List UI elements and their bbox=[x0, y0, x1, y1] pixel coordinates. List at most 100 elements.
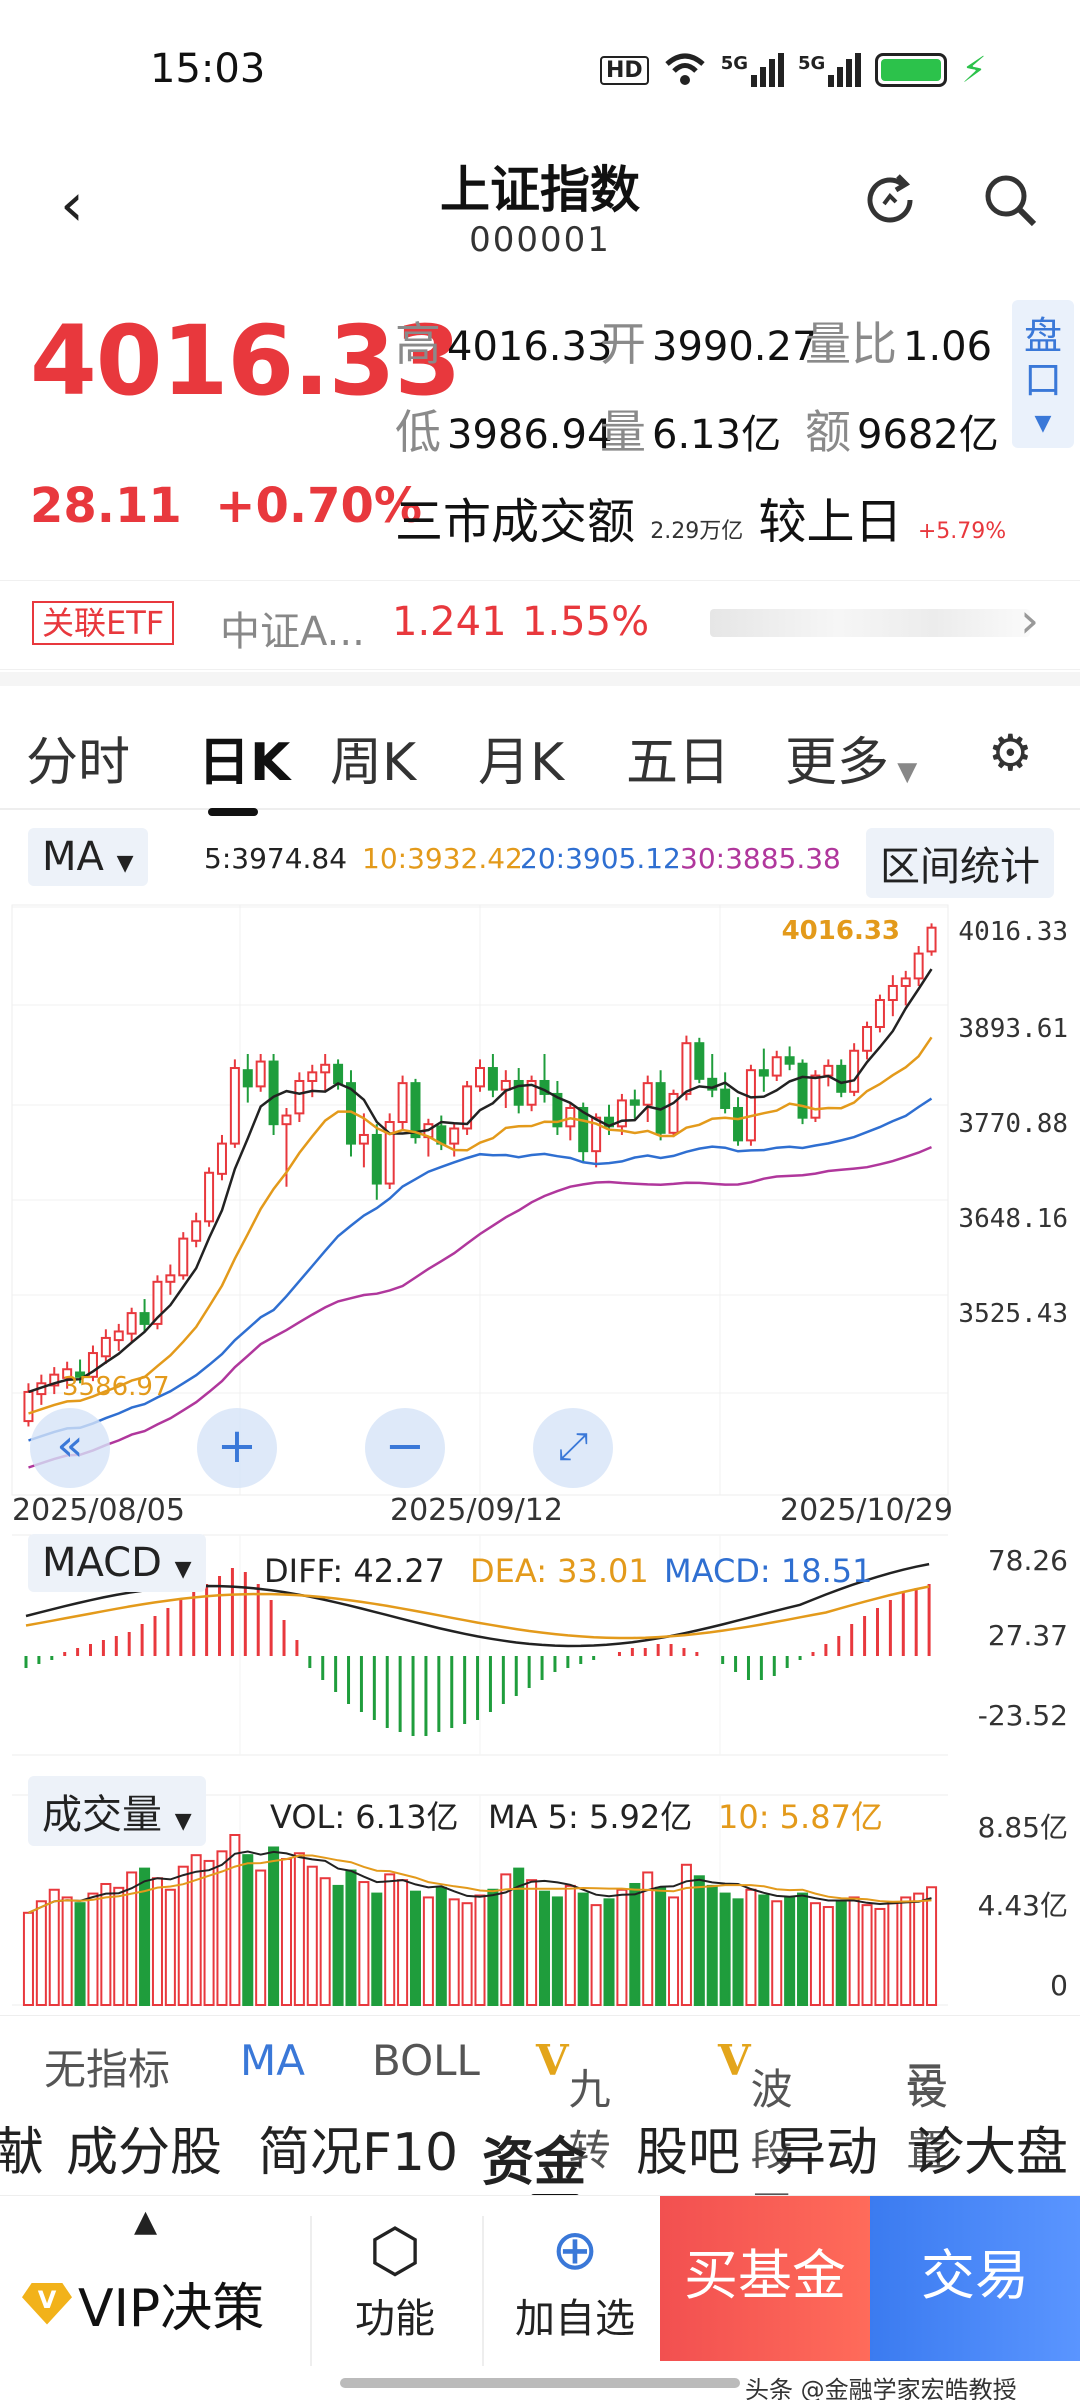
tab-five-day[interactable]: 五日 bbox=[626, 733, 731, 793]
macd-value: MACD: 18.51 bbox=[664, 1552, 873, 1590]
volume-bar bbox=[139, 1867, 151, 2007]
volume-bar bbox=[87, 1892, 99, 2007]
vip-decision-button[interactable]: V VIP决策 bbox=[22, 2266, 264, 2341]
candle-body bbox=[126, 1312, 137, 1335]
volume-bar bbox=[203, 1859, 215, 2006]
candle-body bbox=[49, 1373, 60, 1387]
pankou-button[interactable]: 盘口 ▼ bbox=[1012, 300, 1074, 448]
candle-body bbox=[745, 1069, 756, 1142]
macd-dea: DEA: 33.01 bbox=[470, 1552, 649, 1590]
vol-ma10: 10: 5.87亿 bbox=[718, 1798, 883, 1836]
fullscreen-icon[interactable]: ⤢ bbox=[533, 1408, 613, 1488]
tab-forum[interactable]: 股吧 bbox=[636, 2123, 741, 2183]
candle-body bbox=[268, 1060, 279, 1126]
x-axis-label: 2025/10/29 bbox=[780, 1493, 953, 1528]
home-indicator[interactable] bbox=[340, 2378, 740, 2388]
macd-selector[interactable]: MACD ▼ bbox=[28, 1534, 206, 1592]
volume-bar bbox=[706, 1884, 718, 2006]
buy-fund-button[interactable]: 买基金 bbox=[660, 2196, 870, 2361]
tab-daily-k[interactable]: 日K bbox=[198, 720, 290, 816]
y-axis-label: 4016.33 bbox=[958, 917, 1068, 947]
macd-y-label: -23.52 bbox=[978, 1699, 1068, 1732]
volume-bar bbox=[422, 1896, 434, 2006]
charging-icon: ⚡ bbox=[961, 49, 987, 91]
candle-body bbox=[371, 1133, 382, 1185]
macd-dea-line bbox=[25, 1585, 930, 1640]
caret-down-icon: ▼ bbox=[174, 1809, 192, 1834]
volume-bar bbox=[22, 1911, 34, 2007]
candle-body bbox=[23, 1390, 34, 1423]
volume-bar bbox=[487, 1888, 499, 2007]
candle-body bbox=[281, 1114, 292, 1126]
candle-body bbox=[165, 1274, 176, 1283]
add-watchlist-button[interactable]: ⊕ 加自选 bbox=[500, 2216, 650, 2344]
candle-body bbox=[591, 1116, 602, 1153]
tab-more[interactable]: 更多 ▼ bbox=[785, 733, 918, 793]
battery-icon bbox=[875, 53, 948, 87]
candle-body bbox=[926, 926, 937, 953]
candle-body bbox=[681, 1042, 692, 1095]
tab-f10[interactable]: 简况F10 bbox=[258, 2123, 459, 2183]
ma5-value: 5:3974.84 bbox=[204, 842, 348, 875]
volume-bar bbox=[474, 1894, 486, 2007]
tab-diagnosis[interactable]: 诊大盘 bbox=[912, 2123, 1069, 2183]
candle-body bbox=[204, 1171, 215, 1223]
expand-up-icon[interactable]: ▲ bbox=[134, 2204, 158, 2239]
tab-contribution[interactable]: 献 bbox=[0, 2123, 45, 2183]
gear-icon[interactable]: ⚙ bbox=[988, 724, 1033, 782]
volume-selector[interactable]: 成交量 ▼ bbox=[28, 1776, 206, 1846]
indicator-ma[interactable]: MA bbox=[240, 2036, 305, 2085]
tab-intraday[interactable]: 分时 bbox=[26, 733, 131, 793]
stock-code: 000001 bbox=[469, 220, 611, 260]
search-icon[interactable] bbox=[978, 168, 1042, 232]
scroll-left-icon[interactable]: « bbox=[30, 1408, 110, 1488]
ma-selector[interactable]: MA ▼ bbox=[28, 828, 148, 886]
volume-bar bbox=[848, 1896, 860, 2006]
volume-bar bbox=[435, 1886, 447, 2006]
volume-stat: 量 6.13亿 bbox=[600, 405, 782, 459]
candle-body bbox=[900, 977, 911, 987]
volume-bar bbox=[693, 1875, 705, 2006]
volume-bar bbox=[448, 1898, 460, 2006]
candle-body bbox=[913, 952, 924, 980]
candle-body bbox=[294, 1079, 305, 1115]
zoom-in-icon[interactable]: + bbox=[197, 1408, 277, 1488]
indicator-none[interactable]: 无指标 bbox=[44, 2045, 171, 2094]
plus-circle-icon: ⊕ bbox=[551, 2218, 599, 2283]
signal-5g-icon-1: 5G bbox=[721, 53, 784, 87]
macd-diff: DIFF: 42.27 bbox=[264, 1552, 445, 1590]
kline-chart[interactable]: 4016.33 3893.61 3770.88 3648.16 3525.43 4016.… bbox=[0, 895, 1080, 2015]
vip-diamond-icon: V bbox=[22, 2282, 72, 2325]
volume-bar bbox=[332, 1884, 344, 2006]
function-button[interactable]: ⬡ 功能 bbox=[330, 2216, 460, 2344]
tab-weekly-k[interactable]: 周K bbox=[330, 733, 417, 793]
candle-body bbox=[216, 1142, 227, 1175]
tab-components[interactable]: 成分股 bbox=[66, 2123, 223, 2183]
back-chevron-icon[interactable]: ‹ bbox=[60, 170, 84, 240]
zoom-out-icon[interactable]: − bbox=[365, 1408, 445, 1488]
candle-body bbox=[462, 1085, 473, 1130]
related-etf-row[interactable]: 关联ETF 中证A... 1.241 1.55% › bbox=[0, 580, 1080, 670]
indicator-jiuzhuan[interactable]: V 九转 bbox=[536, 2036, 611, 2175]
indicator-boduanwang[interactable]: V波段王 bbox=[718, 2036, 793, 2236]
page-title: 上证指数 bbox=[440, 161, 640, 219]
volume-bar bbox=[784, 1896, 796, 2006]
candle-body bbox=[668, 1092, 679, 1134]
high-stat: 高 4016.33 bbox=[395, 317, 613, 371]
indicator-boll[interactable]: BOLL bbox=[372, 2036, 480, 2085]
caret-down-icon: ▼ bbox=[889, 757, 918, 787]
ma10-value: 10:3932.42 bbox=[362, 842, 523, 875]
volume-bar bbox=[822, 1906, 834, 2006]
volume-bar bbox=[900, 1896, 912, 2006]
tab-monthly-k[interactable]: 月K bbox=[478, 733, 565, 793]
candle-body bbox=[810, 1074, 821, 1119]
volume-bar bbox=[177, 1865, 189, 2006]
range-stats-button[interactable]: 区间统计 bbox=[866, 828, 1054, 898]
volume-bar bbox=[255, 1869, 267, 2007]
volume-bar bbox=[564, 1884, 576, 2006]
volume-bar bbox=[371, 1892, 383, 2007]
tab-anomaly[interactable]: 异动 bbox=[774, 2123, 879, 2183]
etf-name: 中证A... bbox=[220, 609, 365, 655]
trade-button[interactable]: 交易 bbox=[870, 2196, 1080, 2361]
refresh-icon[interactable] bbox=[858, 168, 922, 232]
